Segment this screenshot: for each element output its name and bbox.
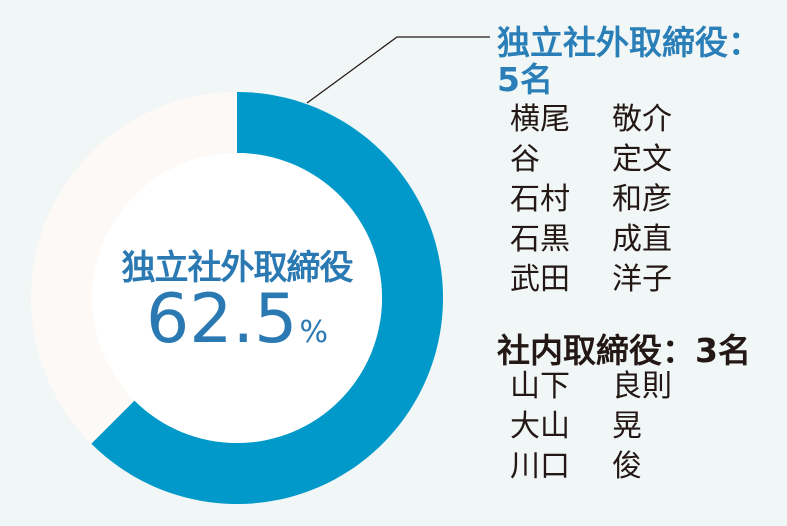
independent-title: 独立社外取締役： [497,23,761,62]
member-family-name: 横尾 [510,102,570,137]
member-given-name: 成直 [612,222,672,257]
member-given-name: 和彦 [612,182,672,217]
member-family-name: 石村 [510,182,570,217]
center-label: 独立社外取締役 [121,248,354,288]
center-value-number: 62.5 [146,280,298,359]
member-family-name: 山下 [510,369,570,404]
center-value: 62.5% [92,280,382,373]
member-row: 石村 和彦 [510,180,672,220]
member-given-name: 晃 [612,409,642,444]
donut-slice-independent [91,92,444,504]
internal-member-list: 山下 良則 大山 晃 川口 俊 [510,367,672,487]
member-family-name: 石黒 [510,222,570,257]
center-value-unit: % [299,315,328,350]
independent-member-list: 横尾 敬介 谷 定文 石村 和彦 石黒 成直 武田 洋子 [510,100,672,300]
member-given-name: 敬介 [612,102,672,137]
independent-count: 5名 [497,60,553,99]
leader-line [306,36,490,104]
member-row: 横尾 敬介 [510,100,672,140]
member-row: 大山 晃 [510,407,672,447]
member-family-name: 川口 [510,449,570,484]
member-row: 川口 俊 [510,447,672,487]
member-family-name: 武田 [510,262,570,297]
member-given-name: 洋子 [612,262,672,297]
member-given-name: 定文 [612,142,672,177]
internal-title: 社内取締役：3名 [497,331,751,370]
donut-hole [92,153,382,443]
member-family-name: 大山 [510,409,570,444]
member-given-name: 良則 [612,369,672,404]
member-row: 谷 定文 [510,140,672,180]
member-given-name: 俊 [612,449,642,484]
member-row: 石黒 成直 [510,220,672,260]
donut-slice-other [31,91,237,444]
member-family-name: 谷 [510,142,540,177]
member-row: 山下 良則 [510,367,672,407]
member-row: 武田 洋子 [510,260,672,300]
